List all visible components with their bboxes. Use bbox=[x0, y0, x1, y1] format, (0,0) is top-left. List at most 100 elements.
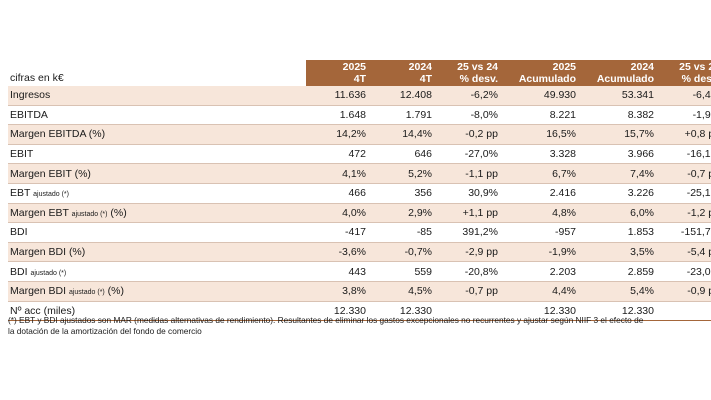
table-cell: 30,9% bbox=[438, 182, 504, 204]
table-cell: 391,2% bbox=[438, 222, 504, 243]
table-cell: 14,4% bbox=[372, 124, 438, 145]
table-cell: -16,1% bbox=[660, 143, 711, 164]
table-cell: -6,4% bbox=[660, 86, 711, 106]
table-cell: 443 bbox=[306, 261, 372, 282]
footnote: (*) EBT y BDI ajustados son MAR (medidas… bbox=[8, 315, 703, 337]
table-cell: -0,7 pp bbox=[660, 163, 711, 184]
table-cell: -957 bbox=[504, 222, 582, 243]
table-cell: -6,2% bbox=[438, 86, 504, 106]
financial-table-container: cifras en k€ 2025 4T 2024 4T 25 vs 24% des… bbox=[8, 60, 711, 322]
table-row: Margen EBIT (%) 4,1% 5,2% -1,1 pp 6,7% 7,4% -0… bbox=[8, 163, 711, 184]
table-cell bbox=[438, 300, 504, 322]
table-cell: 12.408 bbox=[372, 86, 438, 106]
table-cell: -1,1 pp bbox=[438, 163, 504, 184]
column-header-desv-acumulado: 25 vs 24% desv. bbox=[660, 60, 711, 86]
table-cell: 356 bbox=[372, 182, 438, 204]
table-cell: 12.330 bbox=[582, 300, 660, 322]
row-label: Margen EBIT (%) bbox=[8, 163, 306, 184]
table-cell: -1,9% bbox=[504, 241, 582, 262]
table-cell: 12.330 bbox=[372, 300, 438, 322]
table-cell: 3,8% bbox=[306, 280, 372, 302]
column-header-2025-4t: 2025 4T bbox=[306, 60, 372, 86]
table-cell: 4,4% bbox=[504, 280, 582, 302]
table-cell: 11.636 bbox=[306, 86, 372, 106]
row-label: BDI ajustado (*) bbox=[8, 261, 306, 282]
row-label: Margen BDI ajustado (*) (%) bbox=[8, 280, 306, 302]
column-header-desv-4t: 25 vs 24% desv. bbox=[438, 60, 504, 86]
table-cell: 8.221 bbox=[504, 104, 582, 125]
table-cell: 6,0% bbox=[582, 202, 660, 223]
table-cell: 5,4% bbox=[582, 280, 660, 302]
row-label: Nº acc (miles) bbox=[8, 300, 306, 322]
table-cell: -23,0% bbox=[660, 261, 711, 282]
table-cell: 1.648 bbox=[306, 104, 372, 125]
table-cell: 1.791 bbox=[372, 104, 438, 125]
table-cell: 53.341 bbox=[582, 86, 660, 106]
table-row: Ingresos 11.636 12.408 -6,2% 49.930 53.341 -6,… bbox=[8, 86, 711, 106]
table-cell: 14,2% bbox=[306, 124, 372, 145]
table-cell: 646 bbox=[372, 143, 438, 164]
table-cell: -1,9% bbox=[660, 104, 711, 125]
table-cell: -2,9 pp bbox=[438, 241, 504, 262]
table-cell: -0,2 pp bbox=[438, 124, 504, 145]
row-label: EBIT bbox=[8, 143, 306, 164]
table-cell: 5,2% bbox=[372, 163, 438, 184]
table-cell: 8.382 bbox=[582, 104, 660, 125]
table-cell: 3,5% bbox=[582, 241, 660, 262]
row-label: Margen EBITDA (%) bbox=[8, 124, 306, 145]
table-cell: 559 bbox=[372, 261, 438, 282]
table-cell: -20,8% bbox=[438, 261, 504, 282]
table-cell: 6,7% bbox=[504, 163, 582, 184]
row-label: Margen BDI (%) bbox=[8, 241, 306, 262]
table-cell: -0,7 pp bbox=[438, 280, 504, 302]
table-cell: 2.416 bbox=[504, 182, 582, 204]
table-cell: -0,7% bbox=[372, 241, 438, 262]
row-label: EBT ajustado (*) bbox=[8, 182, 306, 204]
table-cell: -8,0% bbox=[438, 104, 504, 125]
table-cell: 466 bbox=[306, 182, 372, 204]
row-label: BDI bbox=[8, 222, 306, 243]
column-header-2024-acumulado: 2024 Acumulado bbox=[582, 60, 660, 86]
table-row: BDI ajustado (*) 443 559 -20,8% 2.203 2.859 -2… bbox=[8, 261, 711, 282]
table-cell: +0,8 pp bbox=[660, 124, 711, 145]
table-cell: -417 bbox=[306, 222, 372, 243]
table-cell: 4,0% bbox=[306, 202, 372, 223]
table-cell: 4,1% bbox=[306, 163, 372, 184]
table-cell: 16,5% bbox=[504, 124, 582, 145]
table-row: Margen BDI ajustado (*) (%) 3,8% 4,5% -0,7 … bbox=[8, 280, 711, 302]
table-cell: 4,8% bbox=[504, 202, 582, 223]
table-body: Ingresos 11.636 12.408 -6,2% 49.930 53.341 -6,… bbox=[8, 86, 711, 322]
table-cell: 3.226 bbox=[582, 182, 660, 204]
financial-table: cifras en k€ 2025 4T 2024 4T 25 vs 24% des… bbox=[8, 60, 711, 322]
table-row: Margen EBITDA (%) 14,2% 14,4% -0,2 pp 16,5% 1… bbox=[8, 124, 711, 145]
table-cell: 12.330 bbox=[504, 300, 582, 322]
row-label: Ingresos bbox=[8, 86, 306, 106]
table-cell: 2.859 bbox=[582, 261, 660, 282]
table-row: EBT ajustado (*) 466 356 30,9% 2.416 3.226 -25… bbox=[8, 182, 711, 204]
table-cell: -5,4 pp bbox=[660, 241, 711, 262]
footnote-line: (*) EBT y BDI ajustados son MAR (medidas… bbox=[8, 315, 644, 325]
column-header-2025-acumulado: 2025 Acumulado bbox=[504, 60, 582, 86]
table-cell: -0,9 pp bbox=[660, 280, 711, 302]
table-cell: 49.930 bbox=[504, 86, 582, 106]
table-cell: -25,1% bbox=[660, 182, 711, 204]
table-cell: 2,9% bbox=[372, 202, 438, 223]
table-cell: 2.203 bbox=[504, 261, 582, 282]
table-cell bbox=[660, 300, 711, 322]
table-cell: -85 bbox=[372, 222, 438, 243]
table-cell: 3.328 bbox=[504, 143, 582, 164]
table-cell: 7,4% bbox=[582, 163, 660, 184]
table-cell: -151,7% bbox=[660, 222, 711, 243]
table-cell: 3.966 bbox=[582, 143, 660, 164]
table-cell: -3,6% bbox=[306, 241, 372, 262]
table-cell: 12.330 bbox=[306, 300, 372, 322]
table-cell: 1.853 bbox=[582, 222, 660, 243]
column-header-2024-4t: 2024 4T bbox=[372, 60, 438, 86]
table-cell: -27,0% bbox=[438, 143, 504, 164]
table-cell: -1,2 pp bbox=[660, 202, 711, 223]
table-row: Margen EBT ajustado (*) (%) 4,0% 2,9% +1,1 … bbox=[8, 202, 711, 223]
table-cell: 15,7% bbox=[582, 124, 660, 145]
